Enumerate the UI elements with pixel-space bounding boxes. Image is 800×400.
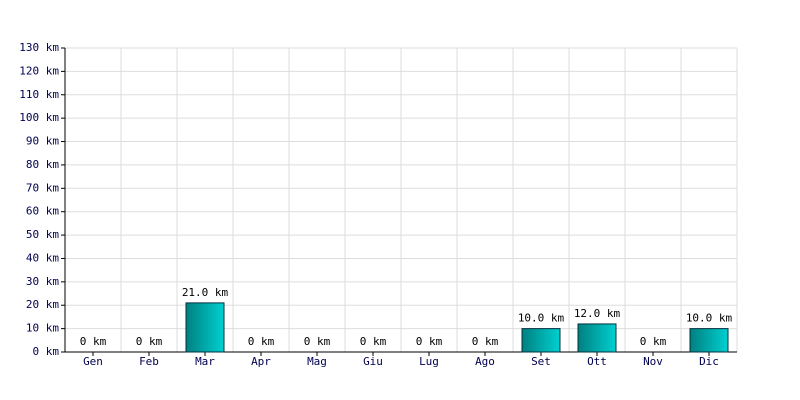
x-tick-label: Apr — [251, 355, 271, 368]
bar — [577, 323, 617, 353]
value-label: 0 km — [80, 335, 107, 348]
y-tick-label: 80 km — [26, 158, 59, 171]
x-tick-label: Dic — [699, 355, 719, 368]
y-tick-label: 120 km — [19, 64, 59, 77]
y-tick-label: 100 km — [19, 111, 59, 124]
value-label: 0 km — [416, 335, 443, 348]
x-tick-label: Nov — [643, 355, 663, 368]
y-tick-label: 60 km — [26, 205, 59, 218]
value-label: 0 km — [472, 335, 499, 348]
y-tick-label: 90 km — [26, 135, 59, 148]
y-tick-label: 40 km — [26, 251, 59, 264]
value-label: 10.0 km — [686, 312, 733, 325]
y-tick-label: 0 km — [33, 345, 60, 358]
value-label: 0 km — [304, 335, 331, 348]
y-tick-label: 110 km — [19, 88, 59, 101]
x-tick-label: Lug — [419, 355, 439, 368]
y-tick-label: 10 km — [26, 322, 59, 335]
y-tick-label: 50 km — [26, 228, 59, 241]
bar — [185, 302, 225, 353]
value-label: 0 km — [640, 335, 667, 348]
x-tick-label: Ago — [475, 355, 495, 368]
x-tick-label: Feb — [139, 355, 159, 368]
bar — [521, 328, 561, 353]
value-label: 0 km — [248, 335, 275, 348]
value-label: 10.0 km — [518, 312, 565, 325]
x-tick-label: Gen — [83, 355, 103, 368]
y-tick-label: 130 km — [19, 41, 59, 54]
y-tick-label: 20 km — [26, 298, 59, 311]
x-tick-label: Mag — [307, 355, 327, 368]
value-label: 0 km — [360, 335, 387, 348]
value-label: 0 km — [136, 335, 163, 348]
x-tick-label: Giu — [363, 355, 383, 368]
value-label: 12.0 km — [574, 307, 621, 320]
x-tick-label: Mar — [195, 355, 215, 368]
bar — [689, 328, 729, 353]
x-tick-label: Ott — [587, 355, 607, 368]
x-tick-label: Set — [531, 355, 551, 368]
y-tick-label: 30 km — [26, 275, 59, 288]
value-label: 21.0 km — [182, 286, 229, 299]
y-tick-label: 70 km — [26, 181, 59, 194]
